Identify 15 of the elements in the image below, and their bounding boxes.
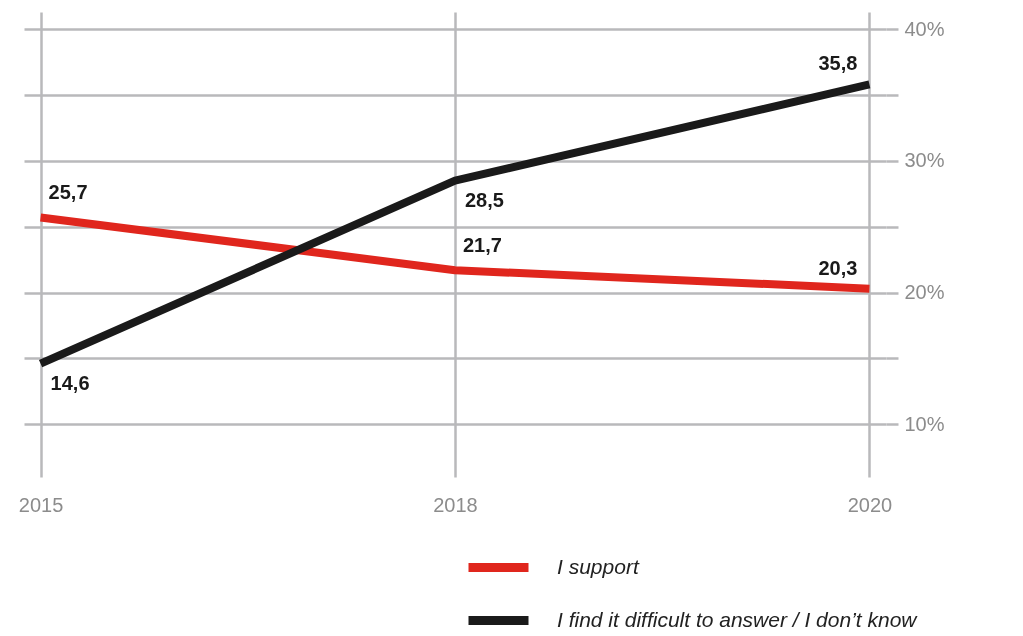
data-label: 20,3 — [818, 256, 858, 279]
data-label: 14,6 — [50, 371, 90, 394]
x-tick-label: 2015 — [18, 493, 64, 516]
legend-label: I support — [557, 554, 640, 578]
data-label: 35,8 — [818, 52, 858, 75]
x-tick-label: 2020 — [847, 493, 893, 516]
y-tick-label: 10% — [904, 412, 945, 435]
y-tick-label: 40% — [904, 17, 945, 40]
y-tick-label: 20% — [904, 281, 945, 304]
y-tick-label: 30% — [904, 149, 945, 172]
data-label: 25,7 — [48, 181, 88, 204]
x-tick-label: 2018 — [433, 493, 478, 516]
data-label: 28,5 — [465, 188, 504, 211]
data-label: 21,7 — [463, 234, 502, 257]
legend-label: I find it difficult to answer / I don’t know — [557, 607, 919, 631]
